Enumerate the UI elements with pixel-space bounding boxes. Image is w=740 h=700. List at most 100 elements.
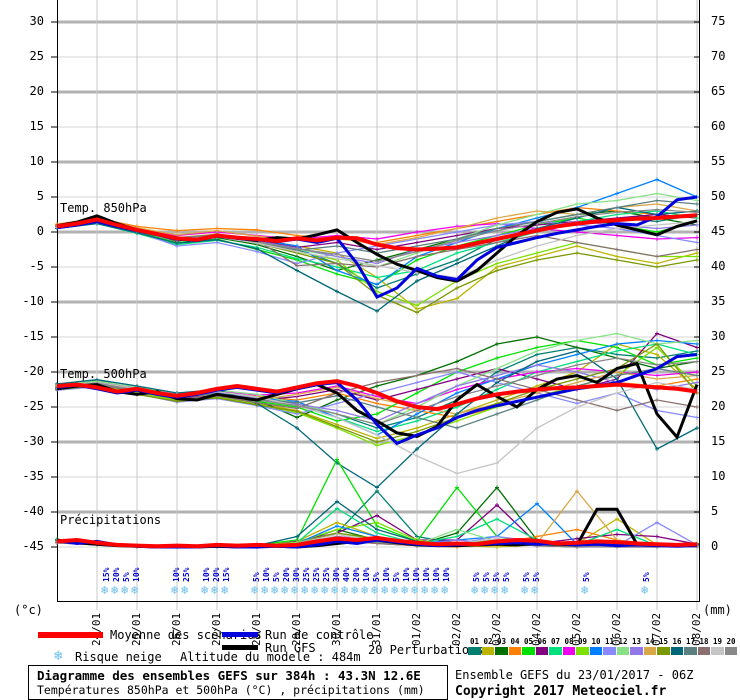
left-axis-tick: 10	[29, 154, 44, 168]
legend-mean-label: Moyenne des scénarios	[110, 628, 262, 642]
snowflake-icon: ❄	[281, 583, 289, 597]
pert-swatch	[603, 647, 616, 655]
snowflake-icon: ❄	[641, 583, 649, 597]
pert-number: 02	[483, 637, 493, 646]
left-axis-tick: -35	[22, 469, 44, 483]
pert-swatch	[562, 647, 575, 655]
left-axis-tick: -15	[22, 329, 44, 343]
snowflake-icon: ❄	[481, 583, 489, 597]
pert-swatch	[684, 647, 697, 655]
series-mean-precip	[56, 535, 698, 549]
left-axis-tick: -40	[22, 504, 44, 518]
snowflake-icon: ❄	[371, 583, 379, 597]
snowflake-icon: ❄	[521, 583, 529, 597]
snowflake-icon: ❄	[391, 583, 399, 597]
pert-number: 15	[658, 637, 669, 646]
snowflake-icon: ❄	[401, 583, 409, 597]
snowflake-icon: ❄	[271, 583, 279, 597]
left-axis-tick: -25	[22, 399, 44, 413]
snowflake-icon: ❄	[421, 583, 429, 597]
gfs-line-swatch	[222, 645, 258, 650]
right-axis-tick: 65	[711, 84, 726, 98]
snowflake-icon: ❄	[321, 583, 329, 597]
snowflake-icon: ❄	[121, 583, 129, 597]
pert-number: 07	[550, 637, 561, 646]
panel-label-850: Temp. 850hPa	[60, 201, 147, 215]
right-axis-tick: 15	[711, 434, 726, 448]
pert-number: 05	[523, 637, 534, 646]
left-axis-tick: -5	[29, 259, 44, 273]
snowflake-icon: ❄	[221, 583, 229, 597]
pert-number: 06	[537, 637, 547, 646]
snowflake-icon: ❄	[301, 583, 309, 597]
snowflake-icon: ❄	[101, 583, 109, 597]
legend-snow-label: Risque neige	[75, 650, 162, 664]
x-axis-tick: 02/02	[450, 612, 463, 646]
series-mean-t500	[56, 379, 698, 412]
snowflake-icon: ❄	[131, 583, 139, 597]
pert-swatch	[495, 647, 508, 655]
pert-swatch	[616, 647, 629, 655]
snow-risk-pct: 5%	[532, 572, 541, 582]
snowflake-icon: ❄	[171, 583, 179, 597]
pert-swatch	[630, 647, 643, 655]
legend-perturbations-label: 20 Perturbations	[368, 643, 484, 657]
pert-swatch	[697, 647, 710, 655]
mean-line-swatch	[38, 632, 103, 638]
pert-swatch	[724, 647, 737, 655]
snowflake-icon: ❄	[311, 583, 319, 597]
left-axis-tick: 25	[29, 49, 44, 63]
pert-swatch	[711, 647, 724, 655]
pert-number: 19	[712, 637, 723, 646]
snowflake-icon: ❄	[351, 583, 359, 597]
right-axis-tick: 45	[711, 224, 726, 238]
left-axis-tick: 5	[36, 189, 44, 203]
pert-number: 08	[564, 637, 574, 646]
snowflake-icon: ❄	[291, 583, 299, 597]
left-axis-tick: -10	[22, 294, 44, 308]
left-axis-tick: -30	[22, 434, 44, 448]
snow-risk-pct: 5%	[582, 572, 591, 582]
pert-number: 01	[469, 637, 480, 646]
right-axis-tick: 40	[711, 259, 726, 273]
pert-swatch	[481, 647, 494, 655]
snowflake-icon: ❄	[361, 583, 369, 597]
right-axis-tick: 55	[711, 154, 726, 168]
pert-swatch	[508, 647, 521, 655]
left-axis-tick: 30	[29, 14, 44, 28]
right-axis-tick: 50	[711, 189, 726, 203]
left-axis-tick: 20	[29, 84, 44, 98]
right-axis-tick: 60	[711, 119, 726, 133]
right-axis-tick: 5	[711, 504, 719, 518]
altitude-label: Altitude du modele : 484m	[180, 650, 361, 664]
snowflake-icon: ❄	[411, 583, 419, 597]
title-box: Diagramme des ensembles GEFS sur 384h : …	[28, 665, 448, 700]
pert-swatch	[576, 647, 589, 655]
snowflake-icon: ❄	[251, 583, 259, 597]
pert-swatch	[657, 647, 670, 655]
pert-number: 18	[699, 637, 709, 646]
pert-swatch	[670, 647, 683, 655]
snowflake-icon: ❄	[261, 583, 269, 597]
right-axis-tick: 20	[711, 399, 726, 413]
snowflake-icon: ❄	[431, 583, 439, 597]
right-axis-tick: 35	[711, 294, 726, 308]
snow-risk-pct: 15%	[222, 567, 231, 582]
legend-gfs-label: Run GFS	[265, 641, 316, 655]
pert-number: 17	[685, 637, 696, 646]
snowflake-icon: ❄	[581, 583, 589, 597]
series-mean-t850	[56, 213, 698, 252]
snowflake-icon: ❄	[381, 583, 389, 597]
panel-label-precip: Précipitations	[60, 513, 162, 527]
snowflake-icon: ❄	[54, 648, 63, 664]
right-axis-tick: 30	[711, 329, 726, 343]
right-axis-tick: 75	[711, 14, 726, 28]
pert-number: 11	[604, 637, 615, 646]
x-axis-tick: 01/02	[410, 612, 423, 646]
diagram-subtitle: Températures 850hPa et 500hPa (°C) , pré…	[37, 683, 425, 697]
snowflake-icon: ❄	[491, 583, 499, 597]
diagram-title: Diagramme des ensembles GEFS sur 384h : …	[37, 668, 421, 683]
snowflake-icon: ❄	[501, 583, 509, 597]
snowflake-icon: ❄	[211, 583, 219, 597]
